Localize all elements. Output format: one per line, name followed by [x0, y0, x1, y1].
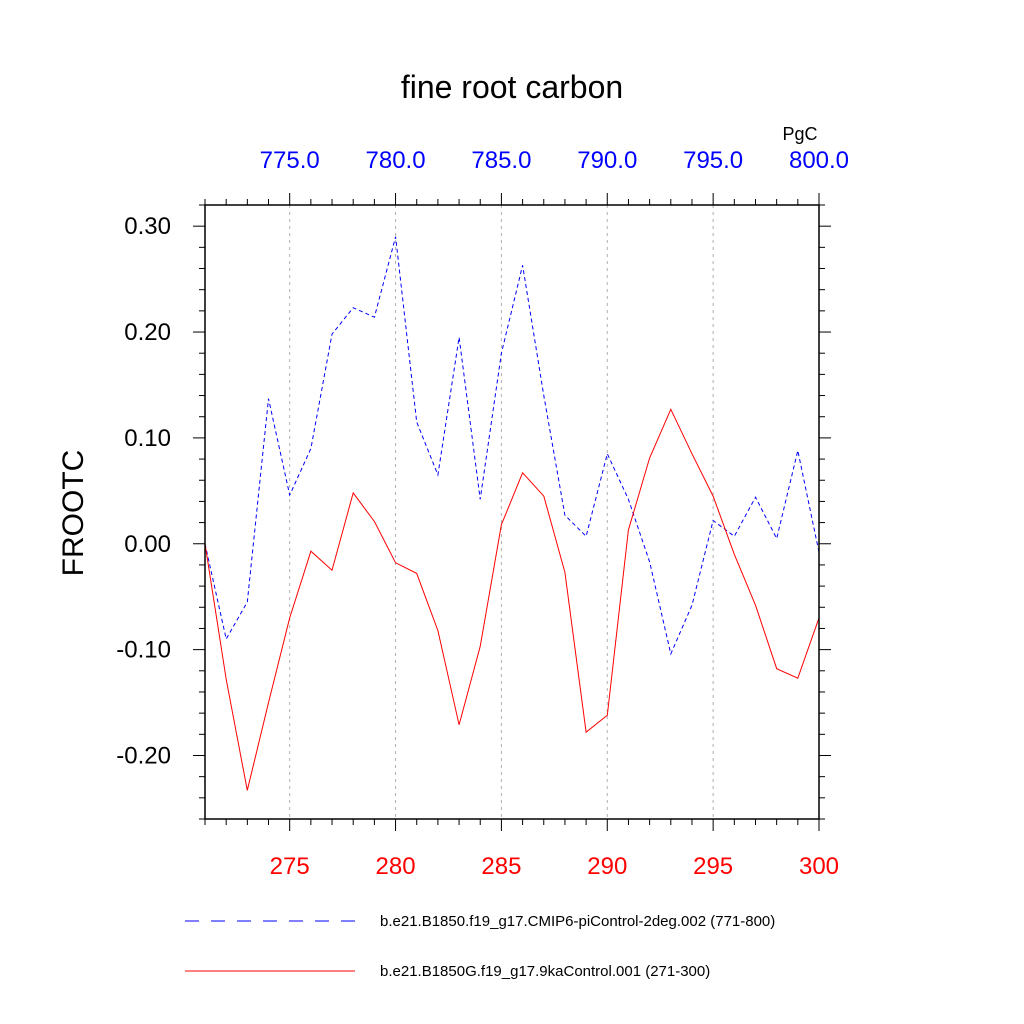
- x-top-tick-label: 790.0: [577, 147, 637, 174]
- x-top-tick-label: 780.0: [366, 147, 426, 174]
- y-tick-label: -0.20: [116, 742, 171, 769]
- series-line-piControl: [204, 236, 820, 656]
- series-lines: [204, 236, 820, 791]
- x-top-tick-label: 795.0: [683, 147, 743, 174]
- y-tick-label: 0.30: [124, 213, 171, 240]
- y-tick-label: -0.10: [116, 637, 171, 664]
- legend-label-9kaControl: b.e21.B1850G.f19_g17.9kaControl.001 (271…: [380, 963, 710, 980]
- series-line-9kaControl: [204, 408, 820, 791]
- y-tick-label: 0.00: [124, 531, 171, 558]
- plot-frame: [204, 204, 820, 820]
- y-tick-label: 0.20: [124, 319, 171, 346]
- x-top-tick-label: 800.0: [789, 147, 849, 174]
- units-label: PgC: [782, 124, 817, 144]
- axes: 0.30 0.20 0.10 0.00 -0.10 -0.20 275 280 285 290 29…: [116, 147, 849, 880]
- x-bottom-tick-label: 300: [799, 853, 839, 880]
- x-bottom-tick-label: 290: [587, 853, 627, 880]
- grid-lines: [289, 205, 714, 819]
- x-bottom-tick-label: 295: [693, 853, 733, 880]
- x-top-tick-label: 785.0: [471, 147, 531, 174]
- chart-title: fine root carbon: [401, 69, 623, 105]
- x-bottom-tick-label: 285: [481, 853, 521, 880]
- x-bottom-tick-label: 275: [270, 853, 310, 880]
- x-top-tick-label: 775.0: [260, 147, 320, 174]
- y-axis-title: FROOTC: [57, 450, 90, 577]
- y-tick-label: 0.10: [124, 425, 171, 452]
- x-bottom-tick-label: 280: [376, 853, 416, 880]
- legend-label-piControl: b.e21.B1850.f19_g17.CMIP6-piControl-2deg…: [380, 913, 775, 930]
- legend: b.e21.B1850.f19_g17.CMIP6-piControl-2deg…: [185, 913, 775, 980]
